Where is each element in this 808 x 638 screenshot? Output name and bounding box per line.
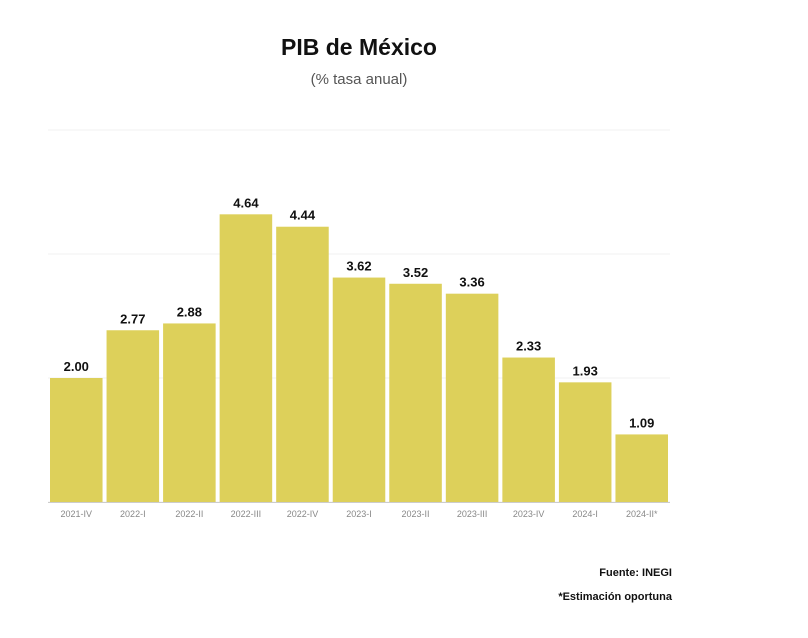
value-label: 1.09 <box>629 415 654 430</box>
value-label: 4.64 <box>233 195 259 210</box>
bar-2023-III <box>445 293 499 502</box>
bar-2023-IV <box>502 357 555 502</box>
estimate-note: *Estimación oportuna <box>558 591 672 603</box>
bar-2024-I <box>558 382 612 502</box>
x-tick-label: 2024-II* <box>626 509 658 519</box>
x-axis-tick-labels: 2021-IV 2022-I 2022-II 2022-III 2022-IV 2023-… <box>61 509 658 519</box>
value-label: 2.00 <box>64 359 89 374</box>
x-tick-label: 2023-II <box>402 509 430 519</box>
value-label: 2.77 <box>120 311 145 326</box>
source-note: Fuente: INEGI <box>599 567 672 579</box>
value-label: 3.36 <box>459 275 484 290</box>
value-label: 2.88 <box>177 304 202 319</box>
chart-title: PIB de México <box>281 34 437 60</box>
x-tick-label: 2021-IV <box>61 509 93 519</box>
value-label: 1.93 <box>573 363 598 378</box>
value-label: 3.52 <box>403 265 428 280</box>
value-label: 4.44 <box>290 208 316 223</box>
x-tick-label: 2022-IV <box>287 509 319 519</box>
x-tick-label: 2023-I <box>346 509 372 519</box>
chart-subtitle: (% tasa anual) <box>310 71 408 88</box>
bar-2022-I <box>106 330 160 502</box>
value-labels: 2.00 2.77 2.88 4.64 4.44 3.62 3.52 3.36 2.33 1.93… <box>64 195 655 430</box>
bars <box>50 214 668 502</box>
bar-2022-III <box>219 214 273 502</box>
x-tick-label: 2023-III <box>457 509 488 519</box>
value-label: 2.33 <box>516 339 541 354</box>
bar-2022-IV <box>276 226 329 502</box>
x-tick-label: 2022-II <box>175 509 203 519</box>
bar-2021-IV <box>50 378 103 502</box>
bar-2024-II* <box>615 434 668 502</box>
x-tick-label: 2023-IV <box>513 509 545 519</box>
bar-2022-II <box>163 323 216 502</box>
bar-2023-II <box>389 283 442 502</box>
x-tick-label: 2024-I <box>572 509 598 519</box>
value-label: 3.62 <box>346 259 371 274</box>
x-tick-label: 2022-I <box>120 509 146 519</box>
bar-2023-I <box>332 277 386 502</box>
x-tick-label: 2022-III <box>231 509 262 519</box>
